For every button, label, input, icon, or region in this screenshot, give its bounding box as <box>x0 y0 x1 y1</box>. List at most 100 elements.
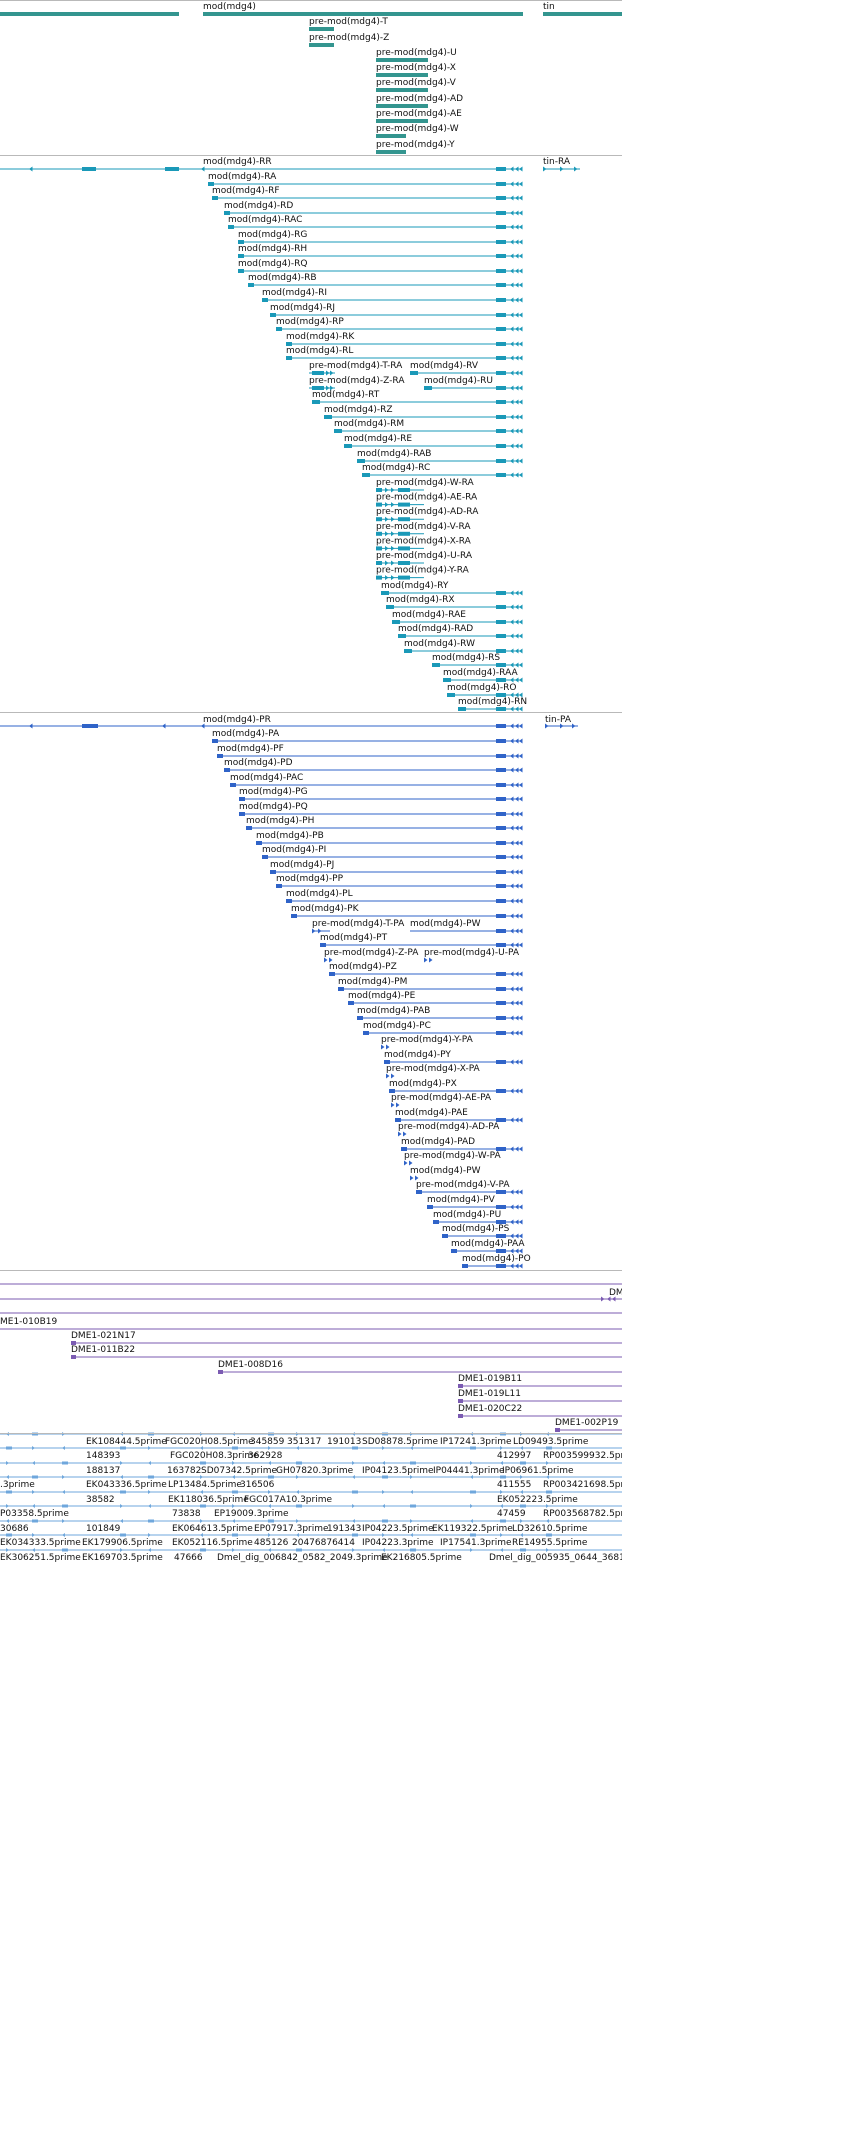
feature[interactable]: pre-mod(mdg4)-U <box>376 48 457 62</box>
feature[interactable]: EK118036.5prime <box>168 1495 249 1505</box>
feature[interactable]: mod(mdg4)-RX <box>386 595 523 610</box>
feature[interactable]: EK052116.5prime <box>172 1538 253 1548</box>
feature[interactable]: mod(mdg4)-PO <box>462 1254 531 1269</box>
feature[interactable]: 163782 <box>167 1466 201 1476</box>
feature[interactable]: mod(mdg4)-RR <box>0 157 523 172</box>
feature[interactable]: EK169703.5prime <box>82 1553 163 1563</box>
feature[interactable]: SD07342.5prime <box>201 1466 278 1476</box>
feature[interactable]: mod(mdg4)-RL <box>286 346 523 361</box>
feature[interactable]: DME1-019B11 <box>458 1374 622 1388</box>
feature[interactable]: mod(mdg4)-PT <box>320 933 523 948</box>
feature[interactable]: 188137 <box>86 1466 120 1476</box>
feature[interactable]: 412997 <box>497 1451 531 1461</box>
feature[interactable]: 47666 <box>174 1553 203 1563</box>
feature[interactable]: mod(mdg4)-PAD <box>401 1137 523 1152</box>
feature[interactable]: 351317 <box>287 1437 321 1447</box>
feature[interactable]: EK216805.5prime <box>381 1553 462 1563</box>
feature[interactable]: pre-mod(mdg4)-V <box>376 78 457 92</box>
feature[interactable]: mod(mdg4)-RD <box>224 201 523 216</box>
genome-browser-view[interactable]: mod(mdg4) tin pre-mod(mdg4)-T pre-mod(mdg4)… <box>0 0 622 2149</box>
feature[interactable]: mod(mdg4)-PH <box>246 816 523 831</box>
feature[interactable]: mod(mdg4)-RM <box>334 419 523 434</box>
feature[interactable]: DME1-019L11 <box>458 1389 622 1403</box>
feature[interactable]: pre-mod(mdg4)-W-PA <box>404 1151 501 1166</box>
feature[interactable]: mod(mdg4)-PL <box>286 889 523 904</box>
feature[interactable]: IP04223.3prime <box>362 1538 434 1548</box>
feature[interactable]: pre-mod(mdg4)-T-PA <box>312 919 405 934</box>
feature[interactable]: 148393 <box>86 1451 120 1461</box>
feature[interactable]: pre-mod(mdg4)-X-PA <box>386 1064 481 1079</box>
feature[interactable]: 101849 <box>86 1524 121 1534</box>
feature[interactable]: pre-mod(mdg4)-AD-RA <box>376 507 479 522</box>
feature[interactable]: IP04441.3prime <box>433 1466 505 1476</box>
feature[interactable]: DME1-002P19 <box>555 1418 622 1432</box>
feature[interactable]: mod(mdg4)-PAB <box>357 1006 523 1021</box>
feature[interactable]: RP003599932.5prime <box>543 1451 622 1461</box>
feature[interactable]: pre-mod(mdg4)-W <box>376 124 459 138</box>
feature[interactable]: 485126 <box>254 1538 289 1548</box>
feature[interactable]: pre-mod(mdg4)-AE-PA <box>391 1093 492 1108</box>
feature[interactable]: .3prime <box>0 1480 35 1490</box>
feature[interactable]: Dmel_dig_006842_0582_2049.3prime <box>217 1553 388 1563</box>
feature[interactable]: tin <box>543 2 622 16</box>
feature[interactable]: mod(mdg4)-PX <box>389 1079 523 1094</box>
feature[interactable]: EK306251.5prime <box>0 1553 81 1563</box>
feature[interactable]: DM <box>0 1288 622 1302</box>
feature[interactable]: mod(mdg4)-RH <box>238 244 523 259</box>
feature[interactable]: EK179906.5prime <box>82 1538 163 1548</box>
feature[interactable]: GH07820.3prime <box>276 1466 354 1476</box>
feature[interactable]: IP04123.5prime <box>362 1466 434 1476</box>
feature[interactable]: pre-mod(mdg4)-AD-PA <box>398 1122 500 1137</box>
feature[interactable]: pre-mod(mdg4)-X <box>376 63 456 77</box>
feature[interactable]: DME1-021N17 <box>71 1331 622 1345</box>
feature[interactable]: 345859 <box>250 1437 285 1447</box>
feature[interactable]: mod(mdg4)-PV <box>427 1195 523 1210</box>
feature[interactable]: LP13484.5prime <box>168 1480 242 1490</box>
feature[interactable]: ME1-010B19 <box>0 1317 622 1330</box>
feature[interactable]: mod(mdg4)-RAD <box>398 624 523 639</box>
feature[interactable]: mod(mdg4)-RY <box>381 581 523 596</box>
feature[interactable]: LD32610.5prime <box>512 1524 588 1534</box>
feature[interactable]: 73838 <box>172 1509 201 1519</box>
feature[interactable]: pre-mod(mdg4)-AD <box>376 94 463 108</box>
feature[interactable]: FGC020H08.5prime <box>165 1437 254 1447</box>
feature[interactable]: pre-mod(mdg4)-U-RA <box>376 551 473 566</box>
feature[interactable]: 191343 <box>327 1524 361 1534</box>
feature[interactable]: tin-PA <box>545 715 578 729</box>
feature[interactable]: DME1-020C22 <box>458 1404 622 1418</box>
feature[interactable]: mod(mdg4)-RA <box>208 172 523 187</box>
feature[interactable]: mod(mdg4)-RAC <box>228 215 523 230</box>
feature[interactable]: mod(mdg4)-RJ <box>270 303 523 318</box>
feature[interactable]: EP19009.3prime <box>214 1509 289 1519</box>
feature[interactable]: 191013 <box>327 1437 361 1447</box>
feature[interactable]: mod(mdg4)-RP <box>276 317 523 332</box>
feature[interactable]: DME1-008D16 <box>218 1360 622 1374</box>
feature[interactable]: pre-mod(mdg4)-V-PA <box>416 1180 523 1195</box>
feature[interactable]: mod(mdg4)-RQ <box>238 259 523 274</box>
feature[interactable]: pre-mod(mdg4)-Y-PA <box>381 1035 474 1050</box>
feature[interactable]: 30686 <box>0 1524 29 1534</box>
feature[interactable]: mod(mdg4)-RS <box>432 653 523 668</box>
feature[interactable]: mod(mdg4)-PG <box>239 787 523 802</box>
feature[interactable]: mod(mdg4)-PQ <box>239 802 523 817</box>
feature[interactable]: P03358.5prime <box>0 1509 69 1519</box>
feature[interactable]: pre-mod(mdg4)-T <box>309 17 388 31</box>
feature[interactable]: pre-mod(mdg4)-Z-PA <box>324 948 419 963</box>
feature[interactable]: EP07917.3prime <box>254 1524 329 1534</box>
feature[interactable]: pre-mod(mdg4)-X-RA <box>376 536 472 551</box>
feature[interactable]: 20476876414 <box>292 1538 355 1548</box>
feature[interactable]: 411555 <box>497 1480 531 1490</box>
feature[interactable]: mod(mdg4)-RV <box>410 361 523 376</box>
feature[interactable]: LD09493.5prime <box>513 1437 589 1447</box>
feature[interactable]: RE14955.5prime <box>512 1538 588 1548</box>
feature[interactable]: pre-mod(mdg4)-V-RA <box>376 522 471 537</box>
feature[interactable]: mod(mdg4)-PF <box>217 744 523 759</box>
feature[interactable]: mod(mdg4)-PB <box>256 831 523 846</box>
feature[interactable]: mod(mdg4)-RT <box>312 390 523 405</box>
feature[interactable]: EK064613.5prime <box>172 1524 253 1534</box>
feature[interactable]: pre-mod(mdg4)-Y-RA <box>376 566 470 581</box>
feature[interactable]: mod(mdg4)-RW <box>404 639 523 654</box>
feature[interactable]: pre-mod(mdg4)-AE <box>376 109 462 123</box>
feature[interactable]: pre-mod(mdg4)-T-RA <box>309 361 403 376</box>
feature[interactable]: 316506 <box>240 1480 275 1490</box>
